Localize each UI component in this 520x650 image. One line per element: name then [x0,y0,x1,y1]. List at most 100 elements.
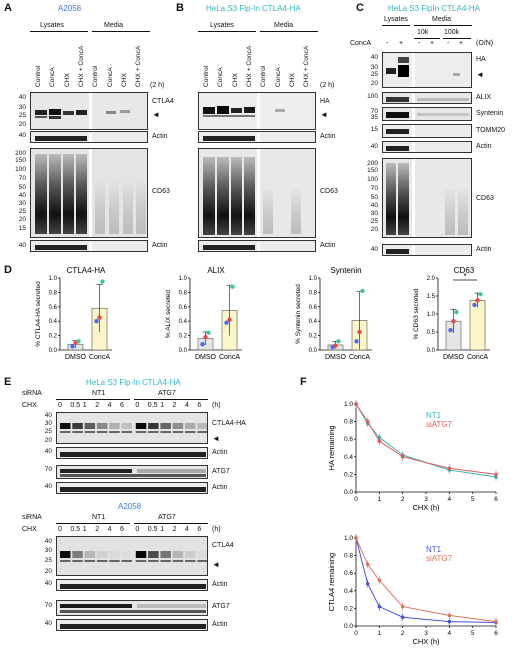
panel-a-label-cd63: CD63 [152,188,170,195]
series-line [355,403,497,475]
band [185,551,196,558]
y-tick-label: 0.8 [344,419,353,426]
y-tick-label: 1.0 [309,276,318,282]
time-point: 2 [172,526,177,533]
panel-a-arrow-icon: ◄ [152,110,160,119]
panel-c-treat-label: ConcA [350,40,372,47]
lane-label: CHX + ConcA [245,45,253,87]
panel-c-ha-blot [382,52,472,88]
y-tick-label: 0.6 [344,570,353,577]
panel-e-atg7-blot-2 [56,600,208,616]
panel-a-group-media: Media [104,22,124,29]
panel-e-arrow-icon-2: ◄ [212,560,220,569]
mw-marker: 40 [44,412,52,419]
panel-e-sirna-label-2: siRNA [22,514,42,521]
y-tick-label: 0.0 [309,348,318,354]
band [197,423,207,429]
mw-marker: 20 [18,121,26,128]
x-tick-label: 4 [448,496,452,503]
legend-label: siATG7 [426,554,453,563]
band [160,560,171,562]
panel-e-group-atg7-2: ATG7 [158,514,176,521]
mw-marker: 25 [18,208,26,215]
panel-b-time: (2 h) [320,82,335,89]
time-point: 2 [172,402,177,409]
band [185,423,196,429]
mw-marker: 50 [370,194,378,201]
y-axis-label: CTLA4 remaining [327,553,336,611]
panel-e-actin-blot-4 [56,619,208,631]
y-tick-label: 0.4 [344,588,353,595]
y-tick-label: 0.8 [49,290,58,296]
x-axis-label: CHX (h) [412,503,440,512]
panel-c-actin-blot-2 [382,244,472,256]
treat-sign: + [430,40,435,47]
panel-e-actin-blot-3 [56,579,208,591]
band [84,431,96,433]
panel-c-label-ha: HA [476,56,486,63]
panel-e-top-label-actin-2: Actin [212,484,228,491]
line-chart-5: 0.0 0.2 0.4 0.6 0.8 1.0 0 1 2 3 4 5 6 CHX (h) CTLA4 re… [327,534,498,646]
time-point: 1 [82,402,87,409]
y-tick-label: 1.0 [344,401,353,408]
band [160,431,171,433]
band [185,431,196,433]
mw-marker: 30 [370,64,378,71]
category-label: ConcA [467,354,488,361]
y-tick-label: 0.0 [344,489,353,496]
mw-marker: 20 [370,226,378,233]
panel-c-group-100k: 100k [444,29,460,36]
y-tick-label: 1.5 [427,294,436,300]
series-line [355,537,497,623]
panel-a-letter: A [4,2,12,14]
band [172,423,184,429]
mw-marker: 20 [44,437,52,444]
y-tick-label: 0.2 [179,334,188,340]
panel-c-time: (O/N) [476,40,494,47]
mw-marker: 70 [18,175,26,182]
mw-marker: 40 [44,538,52,545]
mw-marker: 150 [367,167,378,174]
time-point: 0 [58,526,62,533]
treat-sign: - [447,40,450,47]
data-point [94,319,99,324]
mw-marker: 100 [367,93,378,100]
y-tick-label: 1.0 [427,312,436,318]
panel-e-bottom-label-actin-2: Actin [212,621,228,628]
y-tick-label: 0.2 [49,334,58,340]
x-tick-label: 2 [401,496,405,503]
time-point: 6 [197,402,202,409]
panel-c-actin-blot-1 [382,141,472,153]
band [96,431,108,433]
mw-marker: 40 [44,620,52,627]
y-tick-label: 0.6 [309,305,318,311]
mw-marker: 40 [44,483,52,490]
panel-c-label-syntenin: Syntenin [476,110,504,117]
lane-label: ConcA [274,67,282,87]
mw-marker: 20 [370,80,378,87]
panel-e-letter: E [4,376,12,388]
time-point: 4 [185,402,189,409]
y-tick-label: 0.6 [179,305,188,311]
panel-a-actin-blot-1 [30,131,148,143]
x-tick-label: 1 [378,496,382,503]
panel-a-cd63-blot [30,148,148,238]
data-point [203,334,208,340]
mw-marker: 150 [15,157,26,164]
band [135,551,147,558]
time-point: 2 [95,402,100,409]
band [72,423,83,429]
band [160,423,171,429]
lane-label: ConcA [217,67,225,87]
band [96,551,108,558]
mw-marker: 200 [367,160,378,167]
category-label: DMSO [195,354,217,361]
data-point [448,328,453,333]
bar-chart-0: CTLA4-HA 0.0 0.2 0.4 0.6 0.8 1.0 % CTLA4-HA sec… [35,266,112,361]
y-tick-label: 0.4 [309,319,318,325]
mw-marker: 30 [18,104,26,111]
panel-c-label-tomm20: TOMM20 [476,127,506,134]
band [109,551,120,558]
panel-b-label-actin-2: Actin [320,242,336,249]
category-label: DMSO [325,354,347,361]
